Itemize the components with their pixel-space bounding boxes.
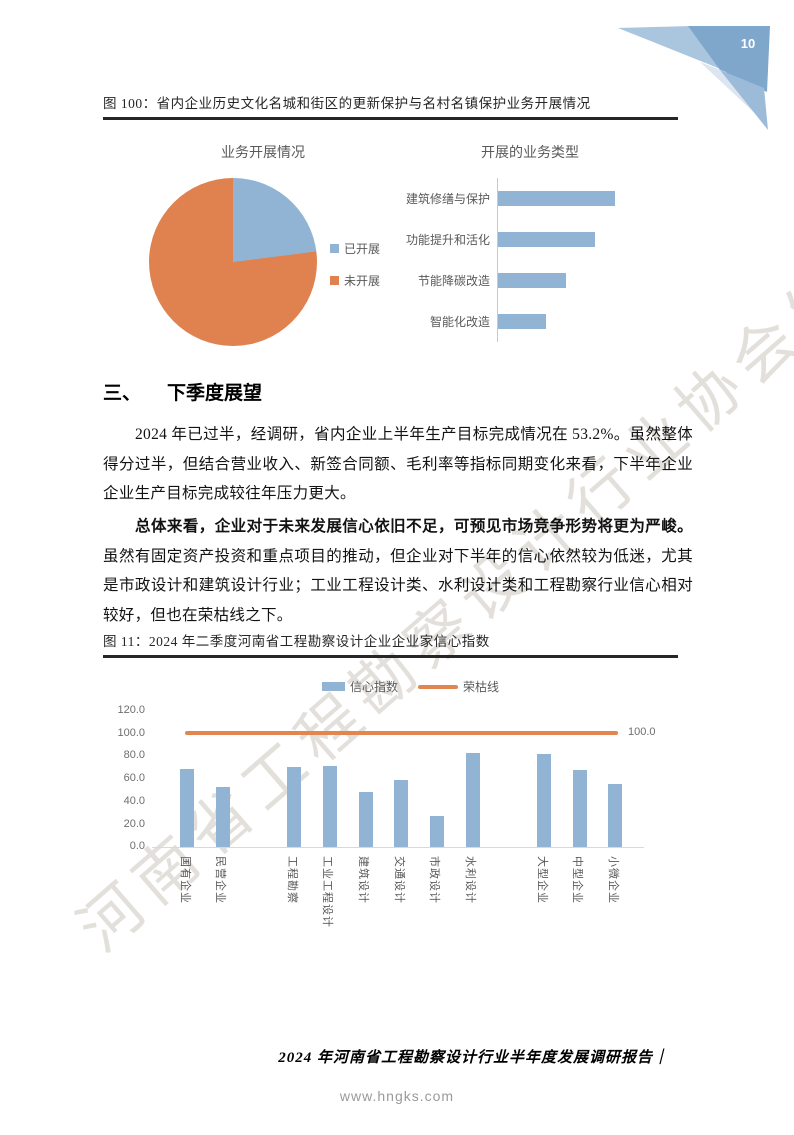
y-axis-tick-label: 0.0: [129, 840, 145, 853]
hbar-category-label: 功能提升和活化: [405, 233, 490, 247]
confidence-bar-小微企业: [608, 784, 623, 847]
x-axis-category-label: 交通设计: [392, 856, 405, 904]
confidence-bar-建筑设计: [358, 792, 373, 847]
x-axis-category-label: 中型企业: [571, 856, 584, 904]
y-axis-tick-label: 80.0: [123, 749, 145, 762]
hbar-row: 建筑修缮与保护: [380, 178, 680, 219]
footer-report-title: 2024 年河南省工程勘察设计行业半年度发展调研报告｜: [278, 1050, 669, 1066]
boom-bust-reference-line: [185, 731, 618, 736]
hbar-row: 功能提升和活化: [380, 219, 680, 260]
pie-chart-title: 业务开展情况: [221, 144, 305, 160]
page-number: 10: [740, 36, 756, 51]
pie-chart-graphic: [149, 178, 317, 346]
confidence-bar-中型企业: [572, 769, 587, 847]
legend-label: 未开展: [344, 274, 381, 288]
x-axis-category-label: 工程勘察: [285, 856, 298, 904]
hbar-track: [497, 301, 680, 342]
y-axis-tick-label: 60.0: [123, 772, 145, 785]
hbar-bar: [498, 191, 615, 206]
footer-website-url: www.hngks.com: [339, 1088, 455, 1104]
y-axis-tick-label: 100.0: [117, 726, 145, 739]
confidence-bar-大型企业: [537, 753, 551, 847]
section-title: 下季度展望: [167, 383, 263, 404]
corner-decoration-triangles: [618, 26, 770, 130]
hbar-category-label: 节能降碳改造: [417, 274, 490, 288]
confidence-bar-工业工程设计: [322, 766, 337, 847]
figure11-caption: 图 11：2024 年二季度河南省工程勘察设计企业企业家信心指数: [103, 630, 678, 658]
hbar-row: 智能化改造: [380, 301, 680, 342]
hbar-row: 节能降碳改造: [380, 260, 680, 301]
figure100-caption: 图 100：省内企业历史文化名城和街区的更新保护与名村名镇保护业务开展情况: [103, 92, 678, 120]
reference-line-value-label: 100.0: [628, 726, 656, 739]
paragraph-outlook-rest: 虽然有固定资产投资和重点项目的推动，但企业对下半年的信心依然较为低迷，尤其是市政…: [103, 547, 693, 624]
x-axis-category-label: 小微企业: [606, 856, 619, 904]
y-axis-tick-label: 120.0: [117, 704, 145, 716]
hbar-chart-title: 开展的业务类型: [481, 144, 579, 160]
legend-swatch: [330, 244, 339, 253]
confidence-bar-水利设计: [465, 752, 480, 847]
paragraph-outlook: 总体来看，企业对于未来发展信心依旧不足，可预见市场竞争形势将更为严峻。虽然有固定…: [103, 512, 693, 630]
x-axis-category-label: 民营企业: [214, 856, 227, 904]
confidence-bar-交通设计: [394, 779, 409, 847]
paragraph-production-target: 2024 年已过半，经调研，省内企业上半年生产目标完成情况在 53.2%。虽然整…: [103, 426, 693, 502]
hbar-bar: [498, 273, 566, 288]
x-axis-category-label: 建筑设计: [357, 856, 369, 904]
legend-label-confidence-index: 信心指数: [350, 680, 399, 694]
pie-legend-item: 未开展: [330, 272, 380, 289]
legend-label-boom-bust-line: 荣枯线: [463, 680, 500, 694]
confidence-bar-工程勘察: [287, 767, 302, 847]
corner-triangle-main: [688, 26, 770, 92]
hbar-chart-plot: 建筑修缮与保护 功能提升和活化节能降碳改造智能化改造: [380, 178, 680, 342]
hbar-bar: [498, 232, 595, 247]
hbar-chart-business-types: 开展的业务类型 建筑修缮与保护 功能提升和活化节能降碳改造智能化改造: [380, 142, 680, 362]
x-axis-category-label: 水利设计: [464, 856, 477, 904]
pie-legend-item: 已开展: [330, 240, 380, 257]
corner-triangle-mid: [720, 70, 768, 130]
hbar-category-label: 智能化改造: [429, 315, 490, 329]
legend-item-confidence-index: 信心指数: [322, 678, 398, 695]
y-axis-tick-label: 20.0: [123, 817, 145, 830]
legend-swatch: [330, 276, 339, 285]
pie-chart-business-status: 业务开展情况 已开展未开展: [133, 142, 393, 362]
hbar-track: [497, 219, 680, 260]
hbar-category-label: 建筑修缮与保护: [405, 192, 490, 206]
x-axis-category-label: 市政设计: [428, 856, 441, 904]
pie-chart-legend: 已开展 未开展: [330, 240, 380, 304]
x-axis-category-label: 工业工程设计: [321, 856, 334, 928]
bar-series-swatch: [322, 682, 345, 691]
line-series-swatch: [418, 684, 459, 689]
confidence-bar-民营企业: [215, 786, 230, 847]
section-heading: 三、 下季度展望: [103, 378, 262, 405]
confidence-index-chart: 信心指数 荣枯线 120.0 100.0 80.0 60.0 40.0 20.0 0.0 国有…: [95, 668, 699, 968]
paragraph-outlook-lead: 总体来看，企业对于未来发展信心依旧不足，可预见市场竞争形势将更为严峻。: [135, 518, 693, 535]
hbar-track: [497, 178, 680, 219]
x-axis-line: [152, 847, 644, 848]
legend-label: 已开展: [344, 242, 381, 256]
x-axis-category-label: 国有企业: [178, 856, 191, 904]
section-number: 三、: [103, 383, 142, 404]
confidence-bar-国有企业: [180, 768, 194, 847]
hbar-bar: [498, 314, 546, 329]
legend-item-boom-bust-line: 荣枯线: [418, 678, 499, 695]
confidence-chart-legend: 信心指数 荣枯线: [322, 678, 499, 695]
x-axis-category-label: 大型企业: [535, 856, 548, 904]
y-axis-tick-label: 40.0: [123, 794, 145, 807]
hbar-track: [497, 260, 680, 301]
corner-triangle-pale: [700, 62, 762, 120]
confidence-bar-市政设计: [429, 816, 444, 847]
